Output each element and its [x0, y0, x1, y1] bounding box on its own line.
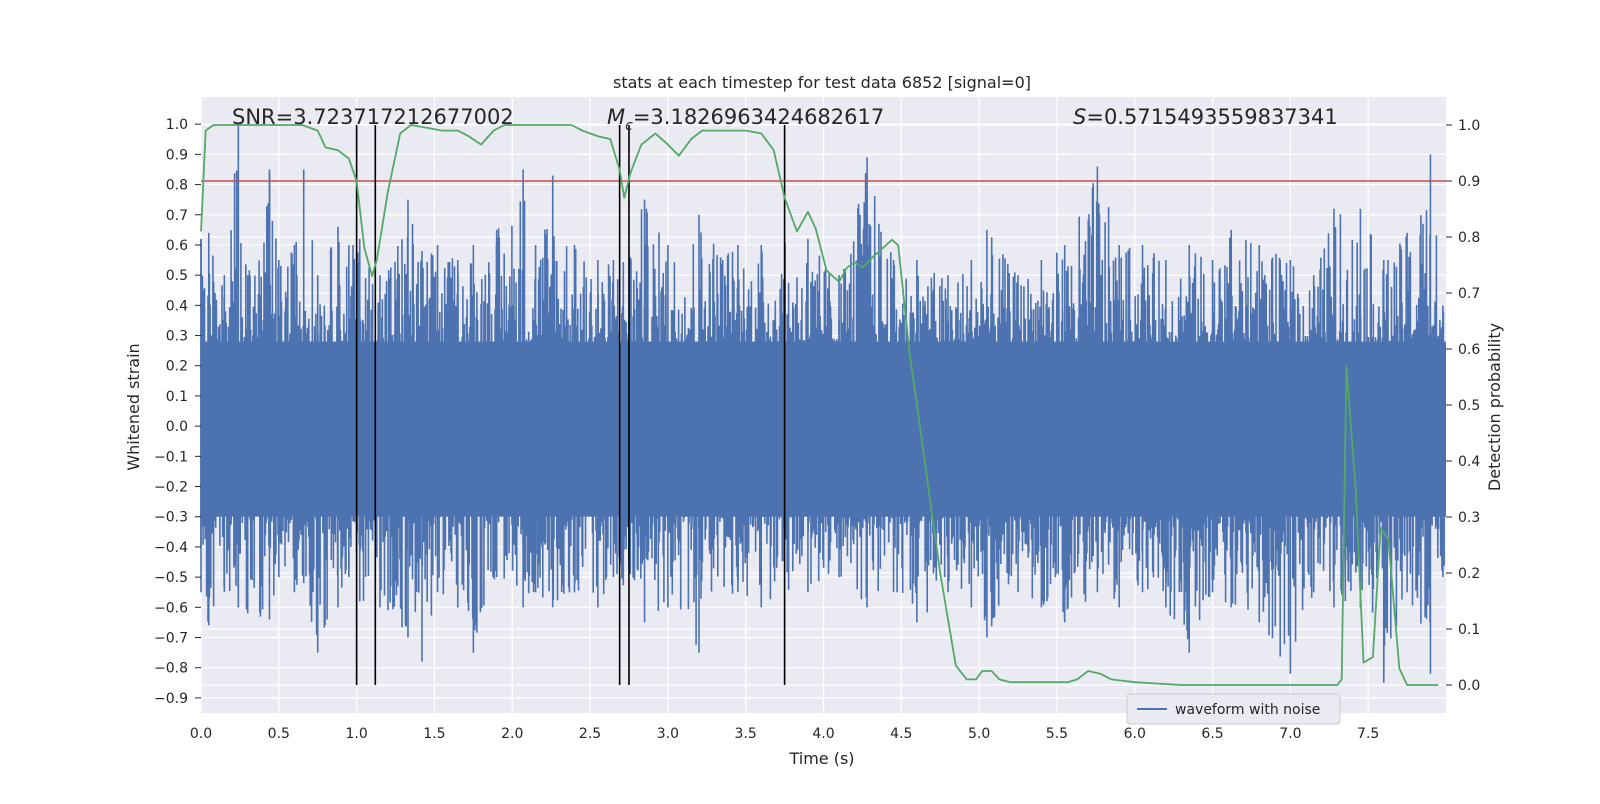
y-tick-label: −0.9 [154, 691, 188, 707]
y2-tick-label: 0.9 [1458, 174, 1480, 190]
y-tick-label: −0.1 [154, 449, 188, 465]
mc-symbol: M [607, 105, 625, 129]
y-tick-label: −0.4 [154, 540, 188, 556]
y-tick-label: 0.5 [166, 268, 188, 284]
y-tick-label: 0.2 [166, 359, 188, 375]
y2-tick-label: 0.5 [1458, 398, 1480, 414]
probability-line [200, 124, 1439, 686]
y2-tick-label: 0.0 [1458, 678, 1480, 694]
y2-tick-label: 0.1 [1458, 622, 1480, 638]
y-tick-label: −0.6 [154, 600, 188, 616]
x-tick-label: 7.0 [1279, 726, 1301, 742]
x-tick-label: 5.5 [1046, 726, 1068, 742]
x-tick-label: 5.0 [968, 726, 990, 742]
x-tick-label: 0.0 [190, 726, 212, 742]
mc-subscript: c [625, 118, 633, 134]
y-tick-label: 0.3 [166, 329, 188, 345]
y2-tick-label: 0.4 [1458, 454, 1480, 470]
probability-layer [200, 124, 1439, 686]
snr-annotation: SNR=3.723717212677002 [232, 105, 514, 129]
y-tick-label: 0.0 [166, 419, 188, 435]
x-tick-label: 0.5 [268, 726, 290, 742]
y-tick-label: 0.6 [166, 238, 188, 254]
axis-layer: 0.0 0.5 1.0 1.5 2.0 2.5 3.0 3.5 4.0 4.5 5.0 5.5 6.0 6… [154, 117, 1480, 742]
y-tick-label: 0.1 [166, 389, 188, 405]
x-tick-label: 7.5 [1357, 726, 1379, 742]
y-tick-label: −0.3 [154, 510, 188, 526]
y-axis-label: Whitened strain [124, 343, 143, 470]
chart-title: stats at each timestep for test data 685… [613, 73, 1031, 92]
y2-tick-label: 0.8 [1458, 230, 1480, 246]
y-tick-label: 1.0 [166, 117, 188, 133]
x-tick-label: 4.0 [812, 726, 834, 742]
y-tick-label: 0.9 [166, 147, 188, 163]
s-annotation: S=0.5715493559837341 [1073, 105, 1338, 129]
y-tick-label: −0.2 [154, 480, 188, 496]
s-symbol: S [1073, 105, 1086, 129]
y2-tick-label: 0.6 [1458, 342, 1480, 358]
x-tick-label: 2.5 [579, 726, 601, 742]
y2-tick-label: 0.3 [1458, 510, 1480, 526]
mc-value: =3.1826963424682617 [633, 105, 884, 129]
legend-box [1126, 693, 1341, 725]
y-tick-label: 0.7 [166, 208, 188, 224]
y2-tick-label: 1.0 [1458, 118, 1480, 134]
y2-tick-label: 0.2 [1458, 566, 1480, 582]
y-tick-label: −0.7 [154, 631, 188, 647]
s-value: =0.5715493559837341 [1086, 105, 1337, 129]
overlay-layer [201, 125, 1446, 685]
x-axis-label: Time (s) [788, 749, 854, 768]
x-tick-label: 1.0 [345, 726, 367, 742]
x-tick-label: 2.0 [501, 726, 523, 742]
x-tick-label: 6.5 [1201, 726, 1223, 742]
y-tick-label: 0.8 [166, 178, 188, 194]
y-tick-label: 0.4 [166, 298, 188, 314]
x-tick-label: 4.5 [890, 726, 912, 742]
x-tick-label: 3.5 [735, 726, 757, 742]
y-tick-label: −0.8 [154, 661, 188, 677]
legend: waveform with noise [1126, 693, 1341, 725]
y2-tick-label: 0.7 [1458, 286, 1480, 302]
x-tick-label: 6.0 [1124, 726, 1146, 742]
waveform-layer [200, 124, 1446, 683]
legend-label: waveform with noise [1175, 702, 1320, 718]
x-tick-label: 3.0 [657, 726, 679, 742]
y2-axis-label: Detection probability [1485, 323, 1504, 491]
y-tick-label: −0.5 [154, 570, 188, 586]
x-tick-label: 1.5 [423, 726, 445, 742]
chirp-mass-annotation: Mc=3.1826963424682617 [607, 105, 884, 134]
